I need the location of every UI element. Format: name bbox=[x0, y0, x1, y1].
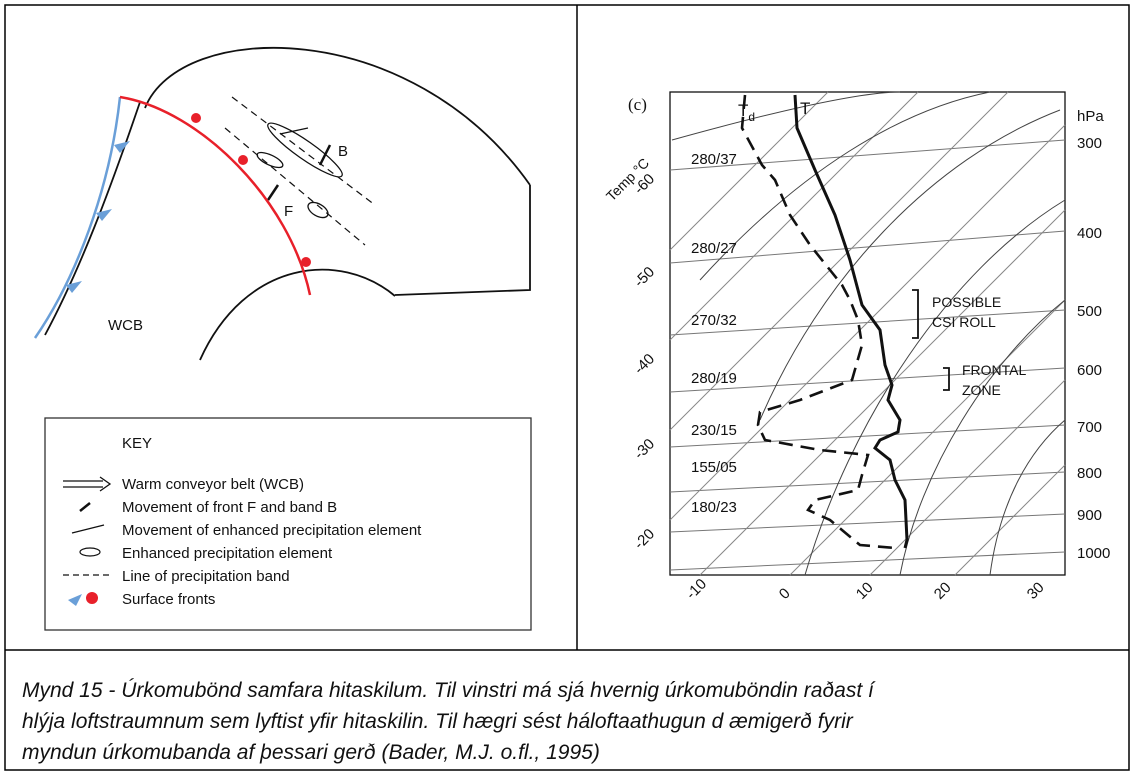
pressure-tick: 1000 bbox=[1077, 545, 1110, 562]
panel-label: (c) bbox=[628, 95, 647, 114]
pressure-tick: 300 bbox=[1077, 135, 1102, 152]
caption-line: myndun úrkomubanda af þessari gerð (Bade… bbox=[22, 741, 600, 764]
frame bbox=[5, 5, 1129, 770]
pressure-tick: 700 bbox=[1077, 419, 1102, 436]
wind-label: 230/15 bbox=[691, 422, 737, 439]
annotation: POSSIBLE bbox=[932, 294, 1001, 310]
annotation: ZONE bbox=[962, 382, 1001, 398]
label: WCB bbox=[108, 317, 143, 334]
pressure-tick: 400 bbox=[1077, 225, 1102, 242]
pressure-tick: 900 bbox=[1077, 507, 1102, 524]
key-item: Line of precipitation band bbox=[122, 568, 290, 585]
caption-line: Mynd 15 - Úrkomubönd samfara hitaskilum.… bbox=[22, 679, 876, 702]
key-item: Movement of front F and band B bbox=[122, 499, 337, 516]
caption-line: hlýja loftstraumnum sem lyftist yfir hit… bbox=[22, 710, 854, 733]
key-item: Enhanced precipitation element bbox=[122, 545, 333, 562]
wind-label: 280/19 bbox=[691, 370, 737, 387]
wind-label: 280/27 bbox=[691, 240, 737, 257]
annotation: CSI ROLL bbox=[932, 314, 996, 330]
wind-label: 155/05 bbox=[691, 459, 737, 476]
key-item: Movement of enhanced precipitation eleme… bbox=[122, 522, 422, 539]
page: B F WCB KEY Warm conveyor belt (WCB) Move… bbox=[0, 0, 1134, 776]
label: F bbox=[284, 203, 293, 220]
pressure-tick: 800 bbox=[1077, 465, 1102, 482]
annotation: FRONTAL bbox=[962, 362, 1027, 378]
wind-label: 180/23 bbox=[691, 499, 737, 516]
key-item: Warm conveyor belt (WCB) bbox=[122, 476, 304, 493]
pressure-tick: 500 bbox=[1077, 303, 1102, 320]
label: B bbox=[338, 143, 348, 160]
curve-label-main: T bbox=[738, 101, 748, 120]
curve-label: T bbox=[800, 99, 810, 118]
key-item: Surface fronts bbox=[122, 591, 215, 608]
axis-unit: hPa bbox=[1077, 108, 1104, 125]
wind-label: 270/32 bbox=[691, 312, 737, 329]
pressure-tick: 600 bbox=[1077, 362, 1102, 379]
key-title: KEY bbox=[122, 435, 152, 452]
curve-label-sub: d bbox=[748, 110, 755, 124]
wind-label: 280/37 bbox=[691, 151, 737, 168]
